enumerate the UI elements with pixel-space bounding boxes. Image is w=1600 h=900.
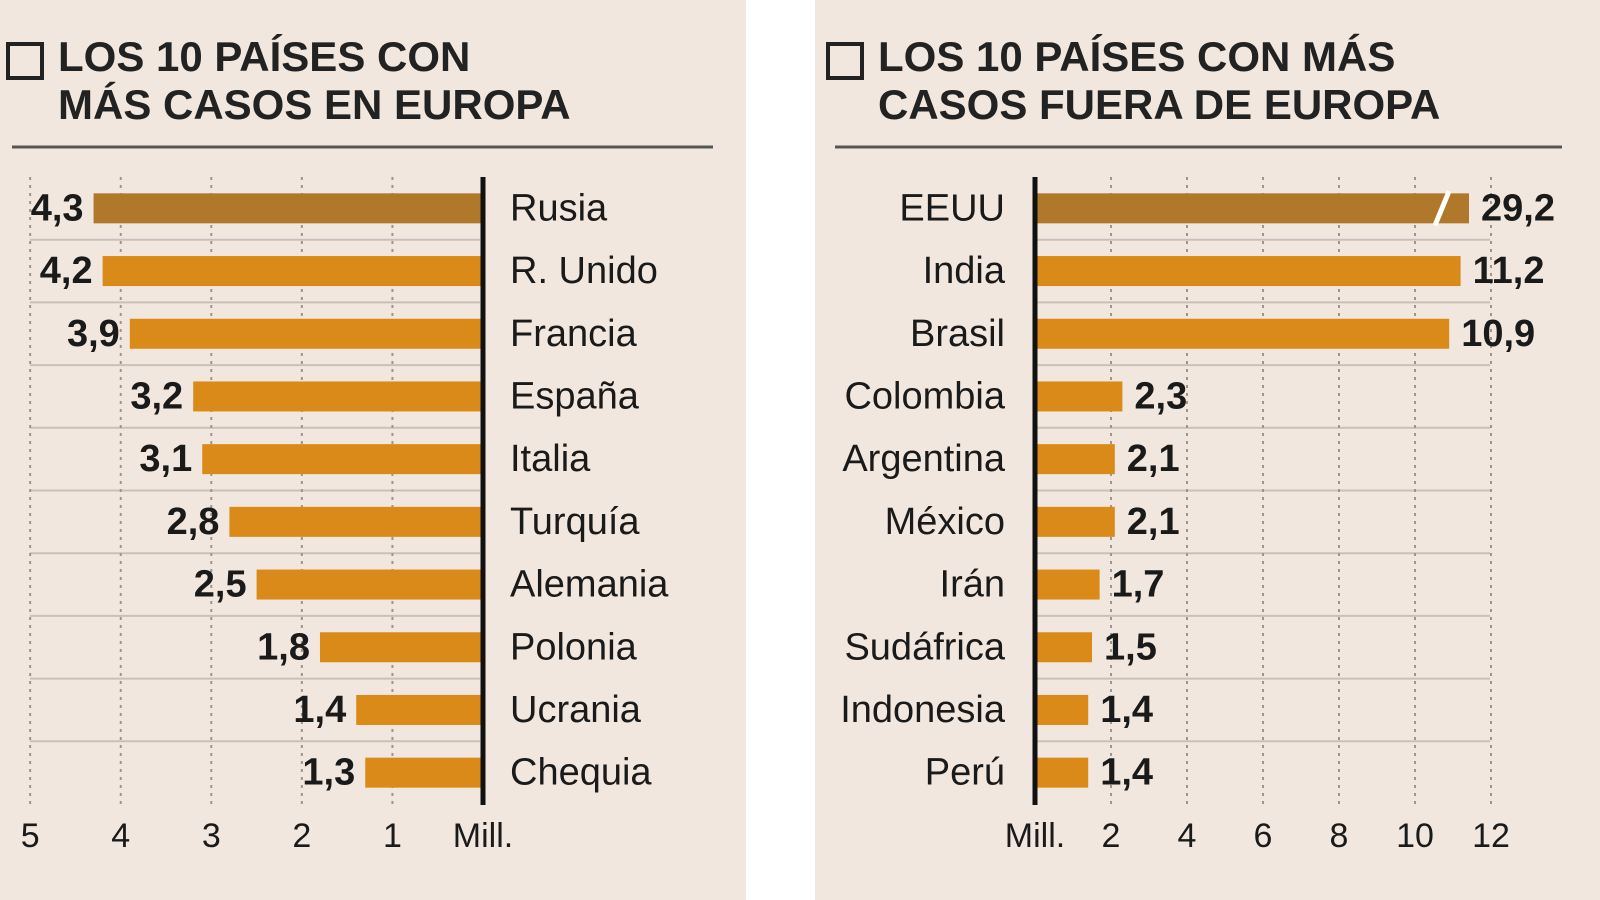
category-label: Sudáfrica — [844, 626, 1005, 668]
category-label: Chequia — [510, 752, 652, 794]
x-tick-label: Mill. — [453, 817, 513, 855]
value-label: 29,2 — [1481, 187, 1555, 229]
value-label: 3,1 — [139, 438, 192, 480]
category-label: Brasil — [910, 313, 1005, 355]
chart-title: CASOS FUERA DE EUROPA — [878, 81, 1440, 128]
bar — [102, 256, 483, 287]
value-label: 3,9 — [67, 313, 120, 355]
title-box — [826, 42, 864, 80]
value-label: 1,4 — [293, 689, 346, 731]
bar — [1035, 632, 1092, 663]
value-label: 1,7 — [1112, 564, 1165, 606]
category-label: India — [923, 250, 1006, 292]
chart-title: MÁS CASOS EN EUROPA — [58, 81, 571, 128]
category-label: Alemania — [510, 564, 669, 606]
bar — [1035, 381, 1123, 412]
bar — [1035, 694, 1089, 725]
value-label: 10,9 — [1461, 313, 1535, 355]
bar — [356, 694, 483, 725]
value-label: 1,8 — [257, 626, 310, 668]
bar — [319, 632, 483, 663]
bar — [1035, 506, 1115, 537]
axis-break — [1432, 190, 1452, 227]
bar — [365, 757, 483, 788]
value-label: 1,3 — [302, 752, 355, 794]
title-box — [6, 42, 44, 80]
x-tick-label: 1 — [383, 817, 402, 855]
value-label: 4,2 — [40, 250, 93, 292]
category-label: R. Unido — [510, 250, 658, 292]
chart-title: LOS 10 PAÍSES CON MÁS — [878, 33, 1395, 80]
category-label: Indonesia — [840, 689, 1006, 731]
bar — [1035, 256, 1461, 287]
x-tick-label: 4 — [111, 817, 130, 855]
value-label: 1,4 — [1100, 752, 1153, 794]
bar — [256, 569, 483, 600]
category-label: Irán — [940, 564, 1005, 606]
panel-background — [815, 0, 1600, 900]
category-label: Turquía — [510, 501, 640, 543]
value-label: 1,4 — [1100, 689, 1153, 731]
category-label: Polonia — [510, 626, 638, 668]
bar — [229, 506, 483, 537]
bar — [1035, 193, 1469, 224]
category-label: Colombia — [844, 375, 1005, 417]
category-label: Italia — [510, 438, 591, 480]
category-label: España — [510, 375, 640, 417]
category-label: Perú — [925, 752, 1005, 794]
chart-title: LOS 10 PAÍSES CON — [58, 33, 470, 80]
bar — [1035, 444, 1115, 475]
bar — [1035, 757, 1089, 788]
bar — [1035, 569, 1100, 600]
bar — [193, 381, 484, 412]
x-tick-label: 12 — [1472, 817, 1510, 855]
value-label: 2,1 — [1127, 438, 1180, 480]
bar — [93, 193, 483, 224]
category-label: Argentina — [842, 438, 1006, 480]
value-label: 4,3 — [31, 187, 84, 229]
x-tick-label: Mill. — [1005, 817, 1065, 855]
bar — [129, 318, 483, 349]
value-label: 3,2 — [130, 375, 183, 417]
x-tick-label: 2 — [292, 817, 311, 855]
x-tick-label: 8 — [1330, 817, 1349, 855]
bar — [202, 444, 483, 475]
value-label: 2,5 — [194, 564, 247, 606]
bar — [1035, 318, 1450, 349]
x-tick-label: 4 — [1178, 817, 1197, 855]
x-tick-label: 2 — [1102, 817, 1121, 855]
category-label: Ucrania — [510, 689, 642, 731]
value-label: 2,3 — [1134, 375, 1187, 417]
value-label: 2,1 — [1127, 501, 1180, 543]
x-tick-label: 6 — [1254, 817, 1273, 855]
x-tick-label: 5 — [21, 817, 40, 855]
x-tick-label: 3 — [202, 817, 221, 855]
category-label: Rusia — [510, 187, 608, 229]
value-label: 11,2 — [1473, 250, 1545, 292]
category-label: México — [885, 501, 1005, 543]
value-label: 1,5 — [1104, 626, 1157, 668]
category-label: Francia — [510, 313, 638, 355]
value-label: 2,8 — [167, 501, 220, 543]
category-label: EEUU — [899, 187, 1005, 229]
x-tick-label: 10 — [1396, 817, 1434, 855]
